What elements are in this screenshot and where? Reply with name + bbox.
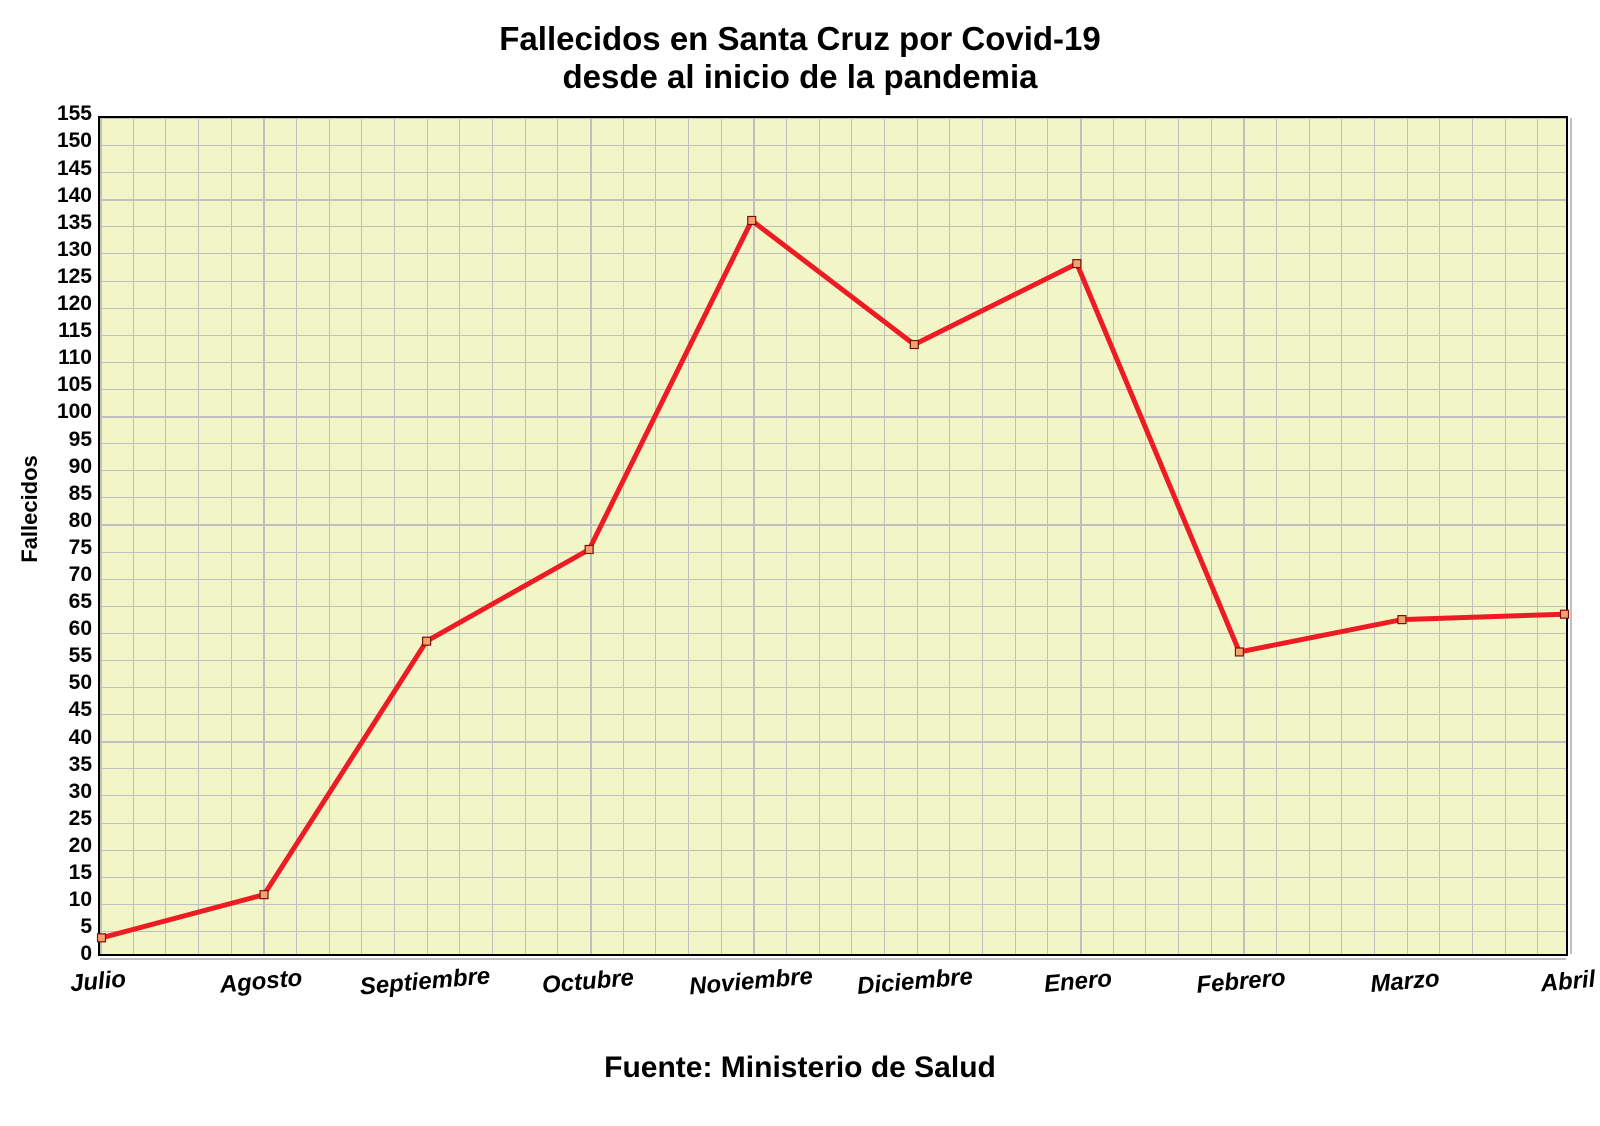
x-tick-label: Diciembre [844, 962, 986, 1002]
x-tick-label: Febrero [1170, 962, 1312, 1002]
x-tick-label: Marzo [1334, 962, 1476, 1002]
data-marker [585, 546, 593, 554]
y-tick-label: 35 [52, 753, 92, 777]
y-tick-label: 45 [52, 698, 92, 722]
y-tick-label: 5 [52, 915, 92, 939]
chart-title-line1: Fallecidos en Santa Cruz por Covid-19 [499, 20, 1100, 57]
y-tick-label: 105 [52, 373, 92, 397]
y-tick-label: 0 [52, 942, 92, 966]
data-marker [910, 341, 918, 349]
x-tick-label: Octubre [517, 962, 659, 1002]
x-tick-label: Julio [27, 962, 169, 1002]
y-tick-label: 115 [52, 319, 92, 343]
y-tick-label: 90 [52, 455, 92, 479]
data-marker [1073, 260, 1081, 268]
y-tick-label: 70 [52, 563, 92, 587]
y-tick-label: 60 [52, 617, 92, 641]
data-marker [423, 637, 431, 645]
y-tick-label: 145 [52, 157, 92, 181]
y-tick-label: 65 [52, 590, 92, 614]
y-tick-label: 120 [52, 292, 92, 316]
y-tick-label: 20 [52, 834, 92, 858]
y-tick-label: 50 [52, 671, 92, 695]
source-label: Fuente: Ministerio de Salud [0, 1051, 1600, 1085]
y-tick-label: 100 [52, 400, 92, 424]
y-tick-label: 155 [52, 102, 92, 126]
data-marker [98, 934, 106, 942]
chart-container: Fallecidos en Santa Cruz por Covid-19 de… [0, 0, 1600, 1126]
data-marker [1561, 610, 1569, 618]
chart-title-line2: desde al inicio de la pandemia [563, 58, 1038, 95]
x-tick-label: Abril [1497, 962, 1600, 1002]
y-tick-label: 75 [52, 536, 92, 560]
data-marker [1398, 616, 1406, 624]
y-tick-label: 95 [52, 428, 92, 452]
y-tick-label: 85 [52, 482, 92, 506]
line-series [100, 118, 1566, 954]
y-tick-label: 150 [52, 129, 92, 153]
y-tick-label: 30 [52, 780, 92, 804]
data-marker [748, 216, 756, 224]
y-tick-label: 130 [52, 238, 92, 262]
y-axis-label: Fallecidos [17, 429, 43, 589]
y-tick-label: 25 [52, 807, 92, 831]
grid-line-vertical [1570, 118, 1572, 954]
plot-area [98, 116, 1568, 956]
y-tick-label: 125 [52, 265, 92, 289]
y-tick-label: 15 [52, 861, 92, 885]
y-tick-label: 80 [52, 509, 92, 533]
x-tick-label: Enero [1007, 962, 1149, 1002]
chart-title: Fallecidos en Santa Cruz por Covid-19 de… [0, 20, 1600, 96]
y-tick-label: 10 [52, 888, 92, 912]
grid-line-horizontal [100, 958, 1566, 960]
y-tick-label: 135 [52, 211, 92, 235]
x-tick-label: Noviembre [680, 962, 822, 1002]
y-tick-label: 110 [52, 346, 92, 370]
data-marker [260, 891, 268, 899]
data-marker [1235, 648, 1243, 656]
y-tick-label: 140 [52, 184, 92, 208]
x-tick-label: Agosto [190, 962, 332, 1002]
data-line [102, 220, 1565, 937]
y-tick-label: 40 [52, 726, 92, 750]
x-tick-label: Septiembre [354, 962, 496, 1002]
y-tick-label: 55 [52, 644, 92, 668]
